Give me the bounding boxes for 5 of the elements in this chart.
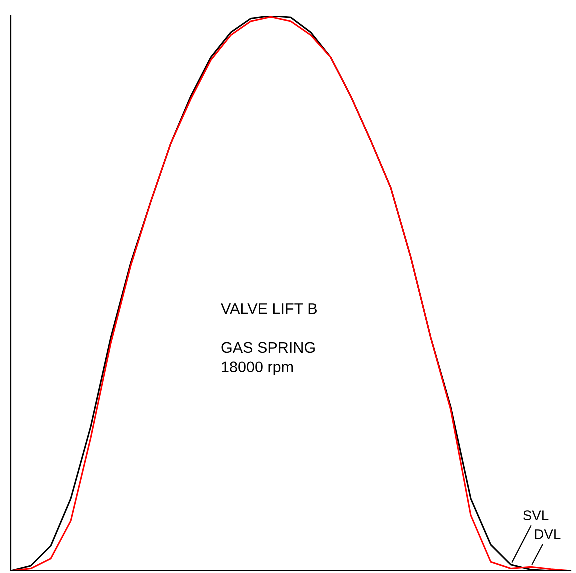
- annotation: GAS SPRING: [222, 342, 315, 354]
- text: DVL: [535, 530, 561, 540]
- annotation: 18000 rpm: [222, 362, 294, 376]
- text: SVL: [524, 510, 549, 520]
- annotation: VALVE LIFT B: [221, 304, 318, 314]
